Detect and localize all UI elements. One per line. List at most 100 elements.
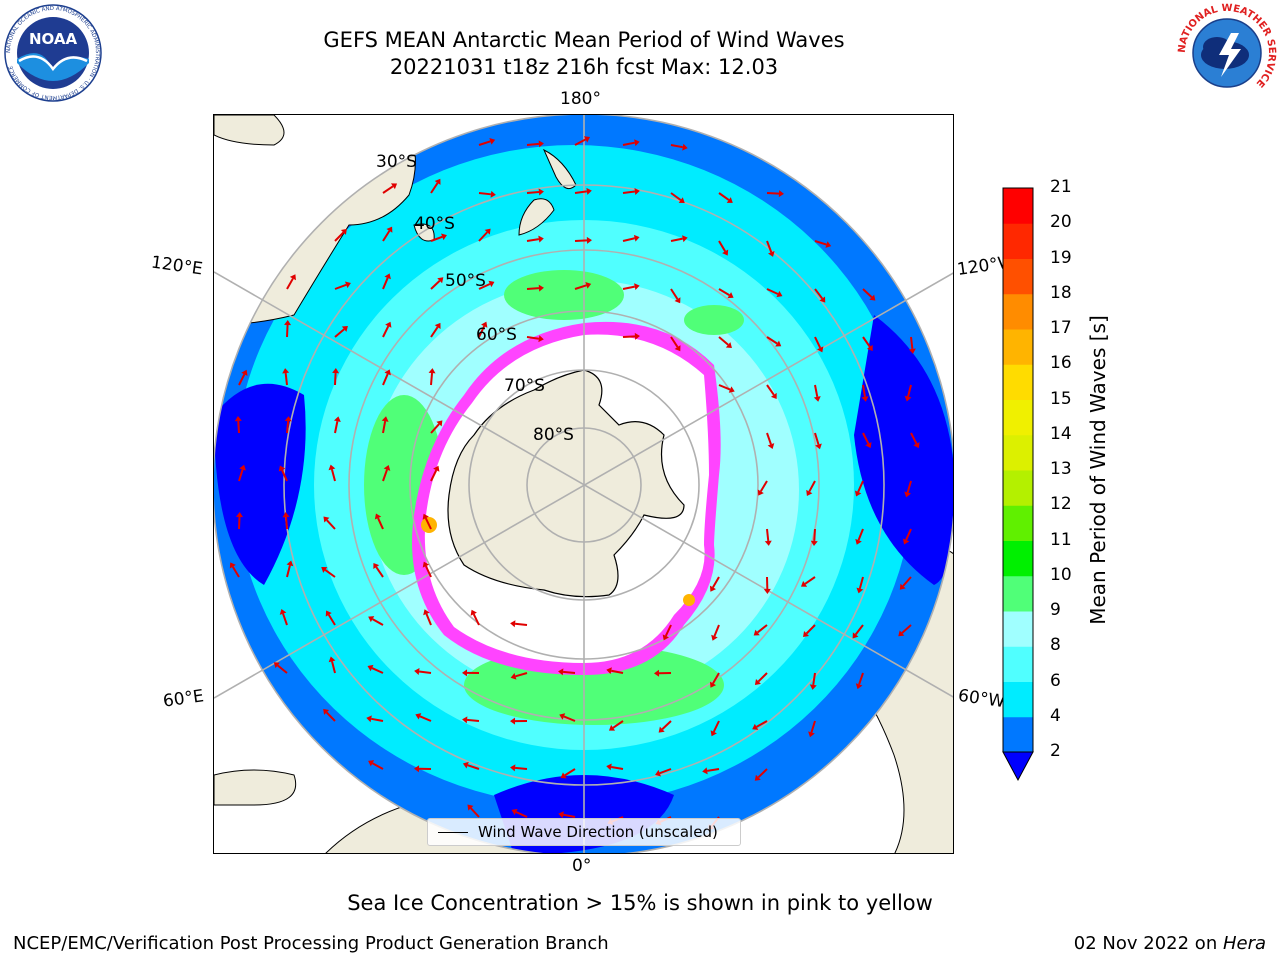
wind-arrow-shaft [430,235,443,242]
wind-arrow-head [289,274,296,281]
wind-arrow-head [368,760,375,767]
wind-arrow-head [754,774,761,781]
wind-arrow-head [384,369,391,376]
wind-arrow-head [462,716,468,724]
wind-arrow-shaft [430,372,434,386]
wind-arrow-shaft [862,384,866,397]
wind-arrow-head [775,340,782,347]
wind-arrow-head [470,609,477,616]
wind-arrow-head [325,610,332,617]
colorbar-tick-label: 16 [1050,353,1072,374]
wind-arrow-shaft [430,326,439,338]
wind-arrow-shaft [611,765,624,770]
wind-arrow-head [558,811,564,819]
colorbar-tick-label: 6 [1050,670,1061,691]
wind-arrow-shaft [237,420,240,434]
sea-ice-note: Sea Ice Concentration > 15% is shown in … [347,891,933,915]
noaa-logo: NOAA NATIONAL OCEANIC AND ATMOSPHERIC AD… [4,4,102,102]
wind-arrow-shaft [670,288,679,300]
wind-arrow-shaft [372,618,384,626]
graticule [214,115,953,853]
wind-arrow-shaft [854,624,864,636]
wind-arrow-head [898,630,905,637]
lat-label-30s: 30°S [376,152,417,172]
wind-arrow-head [662,634,670,641]
wind-arrow-head [284,416,292,422]
wind-arrow-shaft [858,672,864,685]
wind-arrow-shaft [371,667,384,674]
wind-arrow-head [803,631,810,638]
wind-arrow-head [586,236,592,244]
wind-arrow-shaft [858,576,864,589]
wind-arrow-head [345,281,351,289]
wind-arrow-shaft [514,766,528,770]
wind-arrow-shaft [562,670,576,674]
wind-arrow-shaft [718,192,730,201]
wind-arrow-head [510,764,516,772]
wind-arrow-head [386,226,393,233]
nws-logo: NATIONAL WEATHER SERVICE [1177,3,1277,101]
wind-arrow-shaft [324,569,336,578]
wind-arrow-head [606,667,612,675]
wind-arrow-shaft [757,768,768,779]
colorbar-cell [1003,258,1033,295]
chart-subtitle: 20221031 t18z 216h fcst Max: 12.03 [389,55,779,79]
colorbar-tick-label: 20 [1050,212,1072,233]
wind-arrow-head [852,632,859,639]
lat-label-40s: 40°S [414,214,455,234]
wind-arrow-shaft [766,528,770,542]
lat-label-50s: 50°S [445,271,486,291]
wind-arrow-head [634,332,640,340]
land-madagascar [214,769,296,806]
wind-arrow-head [229,562,236,569]
wind-arrow-shaft [526,238,540,242]
wind-arrow-head [381,416,389,422]
wind-arrow-shaft [526,190,540,194]
map-panel: 30°S 40°S 50°S 60°S 70°S 80°S [213,114,954,854]
wind-arrow-head [710,730,717,737]
wind-arrow-shaft [467,764,480,770]
wind-arrow-head [284,320,292,326]
wind-arrow-shaft [857,528,864,541]
meridian-60e-120w [214,272,953,699]
wind-arrow-head [558,668,564,676]
wind-arrow-head [341,325,348,332]
wind-arrow-shaft [814,240,827,246]
wind-arrow-shaft [470,807,480,818]
wind-arrow-head [904,491,911,498]
wind-arrow-head [434,322,441,329]
wind-arrow-head [866,344,873,351]
wind-arrow-shaft [430,469,438,482]
wind-arrow-head [856,587,864,594]
lat-label-80s: 80°S [533,425,574,445]
wind-arrow-head [373,562,380,570]
wind-arrow-shaft [812,672,816,686]
wind-arrow-head [586,187,592,195]
wind-arrow-shaft [472,613,480,626]
wind-arrow-head [869,294,876,301]
wind-arrow-head [278,465,286,472]
legend-label: Wind Wave Direction (unscaled) [478,823,718,841]
wind-arrow-head [757,489,764,496]
wind-arrow-shaft [382,277,389,290]
colorbar-cell [1003,575,1033,612]
wind-arrow-head [340,228,347,235]
wind-arrow-shaft [664,624,672,637]
wind-arrow-shaft [382,230,391,242]
wind-arrow-head [510,620,516,628]
map-legend: Wind Wave Direction (unscaled) [427,818,741,846]
ice-high-east [683,594,695,606]
wind-arrow-head [752,723,759,730]
colorbar-tick-label: 11 [1050,529,1072,550]
wind-arrow-shaft [905,528,912,541]
colorbar-cell [1003,716,1033,753]
wind-arrow-head [865,442,872,449]
wind-arrow-shaft [813,528,816,542]
wind-arrow-shaft [814,384,819,397]
colorbar [1002,187,1034,782]
wind-arrow-shaft [238,469,244,482]
wind-arrow-head [709,585,716,592]
wind-arrow-head [633,234,640,242]
colorbar-tick-label: 4 [1050,705,1061,726]
footer-date-text: 02 Nov 2022 on [1073,933,1223,954]
